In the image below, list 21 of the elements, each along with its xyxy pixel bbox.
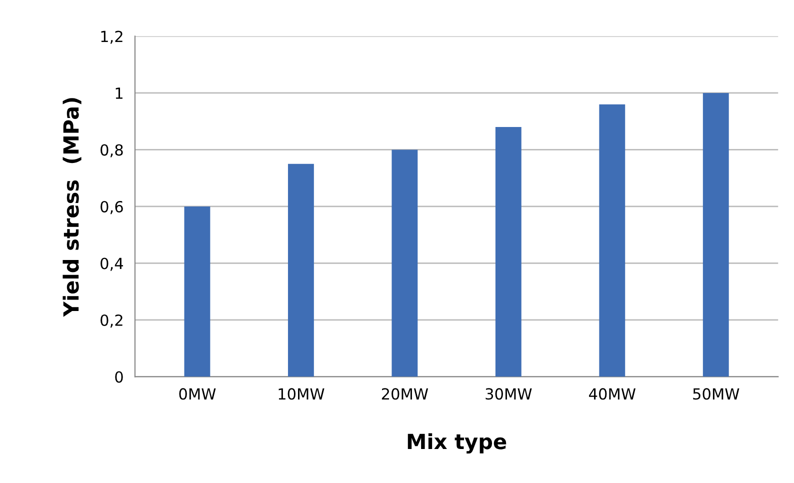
y-tick-label: 1,2: [101, 30, 122, 44]
y-tick-label: 0,2: [100, 314, 122, 328]
bar: [702, 92, 729, 377]
y-tick-label: 0,4: [100, 258, 124, 271]
x-tick-label: 40MW: [589, 388, 636, 400]
x-tick-label: 50MW: [693, 388, 740, 400]
x-tick-label: 20MW: [382, 388, 428, 400]
bar: [495, 127, 522, 377]
y-tick-label: 1: [116, 88, 122, 99]
bar: [392, 150, 418, 377]
x-tick-label: 0MW: [179, 388, 216, 400]
bar: [288, 164, 314, 377]
y-tick-label: 0,6: [100, 200, 123, 214]
y-axis-title: Yield stress (MPa): [62, 98, 82, 317]
x-tick-label: 30MW: [486, 388, 532, 400]
bar: [599, 104, 626, 377]
x-tick-label: 10MW: [278, 388, 324, 400]
x-axis-title: Mix type: [408, 433, 506, 454]
bar: [184, 206, 210, 377]
y-tick-label: 0,8: [100, 144, 123, 158]
y-tick-label: 0: [115, 371, 123, 383]
